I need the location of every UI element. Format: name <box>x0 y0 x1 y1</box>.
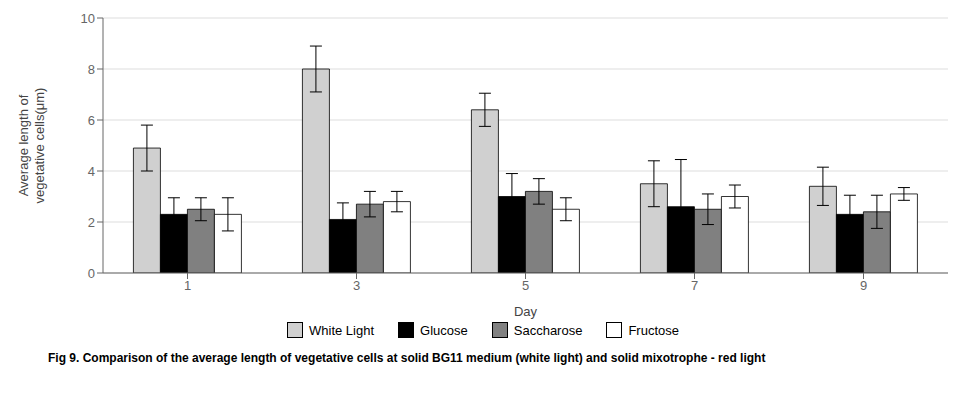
svg-text:8: 8 <box>88 62 95 77</box>
svg-text:2: 2 <box>88 215 95 230</box>
html-text:Glucose: Glucose <box>420 322 468 338</box>
svg-text:4: 4 <box>88 164 95 179</box>
svg-text:7: 7 <box>691 278 698 293</box>
html-text:Fig 9. Comparison of the avera: Fig 9. Comparison of the average length … <box>48 351 766 365</box>
html-text:Fructose: Fructose <box>628 322 679 338</box>
svg-text:5: 5 <box>522 278 529 293</box>
html-text:Saccharose: Saccharose <box>513 322 583 338</box>
svg-text:1: 1 <box>184 278 191 293</box>
html-text:White Light: White Light <box>309 322 374 338</box>
svg-text:0: 0 <box>88 266 95 281</box>
svg-text:Day: Day <box>514 304 538 319</box>
svg-text:10: 10 <box>81 11 95 26</box>
svg-text:Average length ofvegetative ce: Average length ofvegetative cells(μm) <box>16 88 47 204</box>
svg-text:3: 3 <box>353 278 360 293</box>
svg-text:6: 6 <box>88 113 95 128</box>
svg-text:9: 9 <box>860 278 867 293</box>
